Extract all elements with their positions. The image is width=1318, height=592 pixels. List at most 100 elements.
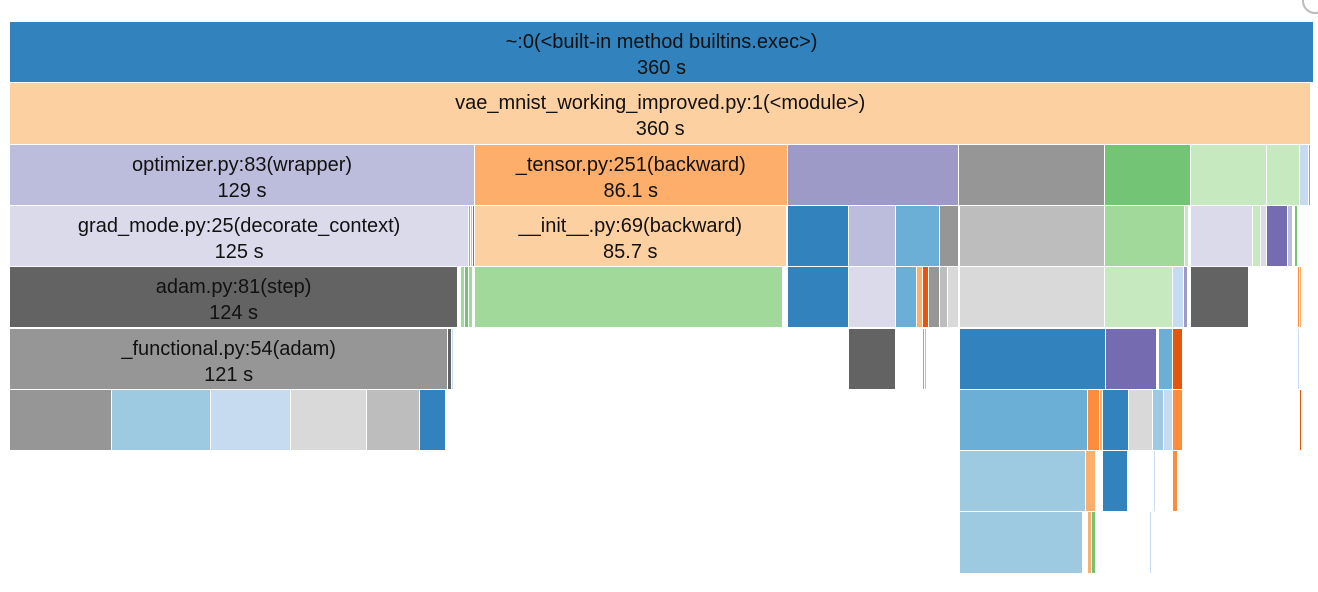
frame[interactable] xyxy=(473,205,475,267)
frame[interactable] xyxy=(1153,451,1155,512)
frame-label: grad_mode.py:25(decorate_context) 125 s xyxy=(10,213,468,265)
frame[interactable] xyxy=(959,144,1104,205)
frame[interactable] xyxy=(1266,205,1288,267)
frame-time: 129 s xyxy=(217,179,267,202)
frame[interactable] xyxy=(787,144,959,205)
frame[interactable] xyxy=(922,328,924,389)
frame[interactable] xyxy=(111,389,210,451)
optimizer-wrapper-frame[interactable]: optimizer.py:83(wrapper) 129 s xyxy=(10,144,474,205)
functional-adam-frame[interactable]: _functional.py:54(adam) 121 s xyxy=(10,328,448,389)
frame[interactable] xyxy=(1260,205,1266,267)
frame-function-name: grad_mode.py:25(decorate_context) xyxy=(77,214,401,237)
frame[interactable] xyxy=(1086,451,1095,512)
frame[interactable] xyxy=(959,267,1104,328)
frame[interactable] xyxy=(10,389,111,451)
frame[interactable] xyxy=(928,267,939,328)
frame[interactable] xyxy=(1173,267,1184,328)
frame[interactable] xyxy=(947,267,958,328)
frame[interactable] xyxy=(458,267,461,328)
frame[interactable] xyxy=(469,205,471,267)
frame[interactable] xyxy=(452,328,454,389)
frame[interactable] xyxy=(1300,267,1302,328)
frame[interactable] xyxy=(471,205,473,267)
frame-label: optimizer.py:83(wrapper) 129 s xyxy=(10,152,474,204)
frame[interactable] xyxy=(1252,205,1260,267)
grad-mode-frame[interactable]: grad_mode.py:25(decorate_context) 125 s xyxy=(10,205,469,267)
frame[interactable] xyxy=(896,205,939,267)
frame-function-name: __init__.py:69(backward) xyxy=(518,214,742,237)
frame[interactable] xyxy=(1099,389,1102,451)
frame[interactable] xyxy=(849,267,896,328)
frame[interactable] xyxy=(939,267,947,328)
frame[interactable] xyxy=(465,267,469,328)
frame[interactable] xyxy=(922,267,928,328)
frame[interactable] xyxy=(1164,389,1173,451)
frame[interactable] xyxy=(291,389,366,451)
frame[interactable] xyxy=(1104,267,1173,328)
frame[interactable] xyxy=(787,205,849,267)
frame-time: 360 s xyxy=(637,57,686,79)
frame[interactable] xyxy=(1288,205,1293,267)
frame[interactable] xyxy=(959,328,1105,389)
corner-circle-icon xyxy=(1302,0,1318,14)
frame[interactable] xyxy=(210,389,291,451)
frame-function-name: adam.py:81(step) xyxy=(155,276,312,299)
module-frame[interactable]: vae_mnist_working_improved.py:1(<module>… xyxy=(10,83,1311,144)
frame[interactable] xyxy=(1184,267,1188,328)
frame[interactable] xyxy=(1105,328,1157,389)
frame[interactable] xyxy=(1266,144,1300,205)
root-exec-frame[interactable]: ~:0(<built-in method builtins.exec>) 360 … xyxy=(10,22,1313,83)
frame[interactable] xyxy=(1088,389,1099,451)
frame[interactable] xyxy=(939,205,958,267)
frame[interactable] xyxy=(1173,328,1183,389)
frame[interactable] xyxy=(1191,144,1266,205)
frame[interactable] xyxy=(1159,328,1173,389)
frame[interactable] xyxy=(849,205,896,267)
frame-label: __init__.py:69(backward) 85.7 s xyxy=(475,213,786,265)
frame[interactable] xyxy=(1298,328,1300,389)
frame[interactable] xyxy=(1173,389,1183,451)
frame[interactable] xyxy=(896,267,916,328)
frame[interactable] xyxy=(924,328,926,389)
frame[interactable] xyxy=(959,205,1104,267)
init-backward-frame[interactable]: __init__.py:69(backward) 85.7 s xyxy=(475,205,786,267)
tensor-backward-frame[interactable]: _tensor.py:251(backward) 86.1 s xyxy=(475,144,787,205)
frame[interactable] xyxy=(1104,144,1191,205)
frame[interactable] xyxy=(1153,389,1164,451)
frame[interactable] xyxy=(461,267,465,328)
frame[interactable] xyxy=(475,267,782,328)
frame-label: _functional.py:54(adam) 121 s xyxy=(10,336,447,388)
frame[interactable] xyxy=(1300,144,1309,205)
frame-time: 85.7 s xyxy=(603,240,658,263)
frame[interactable] xyxy=(1091,512,1095,573)
frame[interactable] xyxy=(366,389,420,451)
frame[interactable] xyxy=(959,451,1086,512)
frame-function-name: _functional.py:54(adam) xyxy=(121,337,336,360)
frame[interactable] xyxy=(1102,389,1128,451)
adam-step-frame[interactable]: adam.py:81(step) 124 s xyxy=(10,267,458,328)
frame[interactable] xyxy=(1298,267,1300,328)
frame[interactable] xyxy=(420,389,446,451)
frame-time: 86.1 s xyxy=(603,179,659,202)
frame[interactable] xyxy=(916,267,922,328)
frame[interactable] xyxy=(1191,267,1248,328)
frame[interactable] xyxy=(959,512,1083,573)
frame[interactable] xyxy=(1295,205,1298,267)
frame[interactable] xyxy=(1185,205,1189,267)
frame[interactable] xyxy=(1149,512,1151,573)
frame-time: 124 s xyxy=(209,302,259,325)
frame[interactable] xyxy=(1104,205,1185,267)
frame[interactable] xyxy=(849,328,896,389)
frame[interactable] xyxy=(1128,389,1153,451)
frame[interactable] xyxy=(1088,512,1091,573)
frame[interactable] xyxy=(1309,144,1311,205)
frame[interactable] xyxy=(1300,389,1302,451)
frame[interactable] xyxy=(1191,205,1252,267)
frame[interactable] xyxy=(959,389,1088,451)
frame[interactable] xyxy=(1102,451,1127,512)
frame[interactable] xyxy=(469,267,473,328)
frame[interactable] xyxy=(448,328,452,389)
frame[interactable] xyxy=(1173,451,1178,512)
frame[interactable] xyxy=(787,267,849,328)
